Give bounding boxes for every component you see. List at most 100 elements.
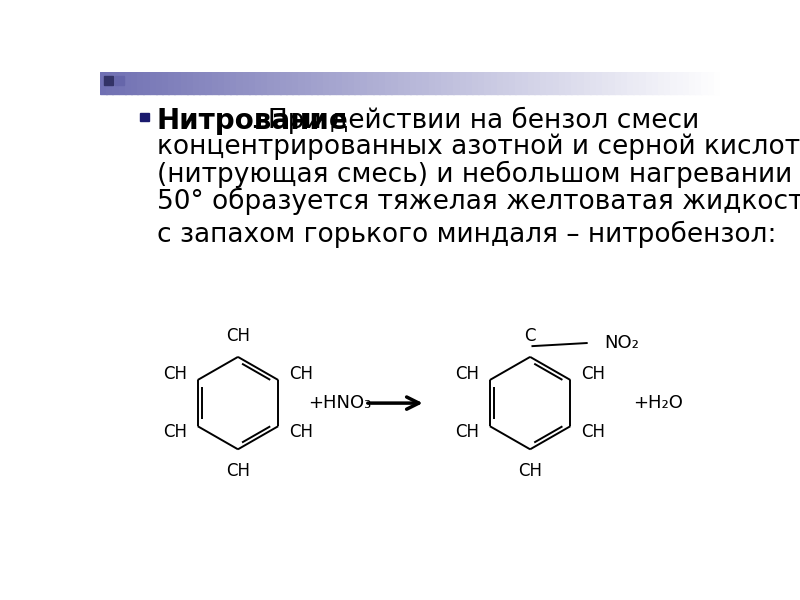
Bar — [702, 72, 708, 94]
Bar — [242, 72, 250, 94]
Text: CH: CH — [226, 326, 250, 344]
Bar — [485, 72, 491, 94]
Bar — [168, 72, 175, 94]
Bar — [174, 72, 182, 94]
Bar — [112, 72, 119, 94]
Bar — [639, 72, 646, 94]
Bar — [366, 72, 374, 94]
Text: CH: CH — [455, 424, 479, 442]
Bar — [571, 72, 578, 94]
Bar — [509, 72, 516, 94]
Bar — [540, 72, 547, 94]
Bar — [714, 72, 721, 94]
Bar — [584, 72, 590, 94]
Text: +HNO₃: +HNO₃ — [309, 394, 372, 412]
Text: CH: CH — [581, 424, 605, 442]
Bar — [596, 72, 603, 94]
Text: C: C — [524, 326, 536, 344]
Bar — [274, 72, 281, 94]
Bar — [286, 72, 293, 94]
Bar — [627, 72, 634, 94]
Bar — [670, 72, 678, 94]
Bar — [621, 72, 628, 94]
Bar — [534, 72, 541, 94]
Bar — [292, 72, 299, 94]
Text: CH: CH — [581, 365, 605, 383]
Bar — [230, 72, 237, 94]
Bar — [590, 72, 597, 94]
Bar — [211, 72, 218, 94]
Bar — [652, 72, 658, 94]
Bar — [515, 72, 522, 94]
Text: Нитрование: Нитрование — [157, 107, 348, 134]
Bar — [361, 72, 367, 94]
Bar — [429, 72, 435, 94]
Bar — [354, 72, 361, 94]
Bar — [689, 72, 696, 94]
Bar — [683, 72, 690, 94]
Bar — [447, 72, 454, 94]
Bar — [125, 72, 132, 94]
Bar — [262, 72, 268, 94]
Bar — [156, 72, 162, 94]
Bar — [695, 72, 702, 94]
Bar — [193, 72, 200, 94]
Bar — [138, 72, 144, 94]
Bar — [422, 72, 430, 94]
Bar — [150, 72, 157, 94]
Text: CH: CH — [455, 365, 479, 383]
Bar — [503, 72, 510, 94]
Bar — [466, 72, 473, 94]
Text: CH: CH — [518, 461, 542, 479]
Text: 50° образуется тяжелая желтоватая жидкость: 50° образуется тяжелая желтоватая жидкос… — [157, 187, 800, 215]
Bar — [224, 72, 231, 94]
Bar — [373, 72, 380, 94]
Bar — [522, 72, 529, 94]
Bar — [187, 72, 194, 94]
Text: NO₂: NO₂ — [604, 334, 638, 352]
Bar — [472, 72, 479, 94]
Text: . При действии на бензол смеси: . При действии на бензол смеси — [251, 107, 699, 134]
Bar — [490, 72, 498, 94]
Bar — [118, 72, 126, 94]
Bar — [317, 72, 324, 94]
Text: CH: CH — [289, 365, 313, 383]
Bar — [658, 72, 665, 94]
Bar — [114, 76, 124, 85]
Text: с запахом горького миндаля – нитробензол:: с запахом горького миндаля – нитробензол… — [157, 221, 776, 248]
Text: CH: CH — [289, 424, 313, 442]
Bar — [330, 72, 336, 94]
Text: CH: CH — [163, 424, 187, 442]
Bar — [528, 72, 534, 94]
Bar — [342, 72, 349, 94]
Bar — [267, 72, 274, 94]
Bar — [104, 76, 113, 85]
Bar — [410, 72, 417, 94]
Bar — [310, 72, 318, 94]
Bar — [578, 72, 584, 94]
Bar — [199, 72, 206, 94]
Bar — [459, 72, 466, 94]
Bar — [609, 72, 615, 94]
Bar — [218, 72, 225, 94]
Bar — [379, 72, 386, 94]
Text: (нитрующая смесь) и небольшом нагревании: (нитрующая смесь) и небольшом нагревании — [157, 161, 792, 188]
Bar — [497, 72, 504, 94]
Bar — [131, 72, 138, 94]
Bar — [106, 72, 113, 94]
Bar — [206, 72, 212, 94]
Bar — [553, 72, 559, 94]
Bar — [298, 72, 306, 94]
Bar — [478, 72, 485, 94]
Text: концентрированных азотной и серной кислот: концентрированных азотной и серной кисло… — [157, 134, 800, 160]
Bar — [634, 72, 640, 94]
Bar — [435, 72, 442, 94]
Bar — [708, 72, 714, 94]
Bar — [348, 72, 355, 94]
Bar — [162, 72, 169, 94]
Bar — [646, 72, 653, 94]
Bar — [255, 72, 262, 94]
Bar — [454, 72, 460, 94]
Bar — [181, 72, 187, 94]
Bar — [558, 72, 566, 94]
